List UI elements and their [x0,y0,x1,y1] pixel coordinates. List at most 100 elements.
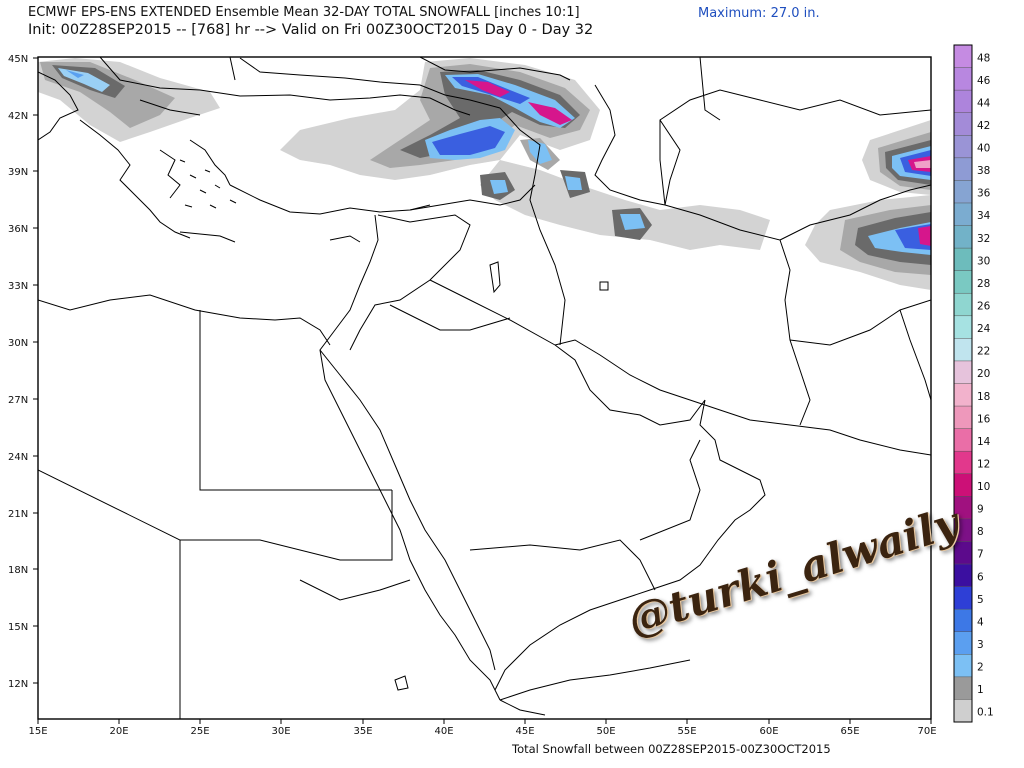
colorbar-swatch [954,67,972,91]
colorbar-swatch [954,496,972,520]
colorbar-swatch [954,473,972,497]
colorbar-label: 16 [977,413,991,425]
border-saudi-yemen [469,439,701,591]
colorbar-label: 9 [977,504,984,516]
lakes [394,261,609,691]
lat-axis: 45N 42N 39N 36N 33N 30N 27N 24N 21N 18N … [8,54,38,690]
coastline-gulf-iran [554,339,931,456]
lat-label: 18N [8,565,28,576]
snow-balkans-blue [58,68,110,92]
colorbar-swatch [954,90,972,113]
init-valid-line: Init: 00Z28SEP2015 -- [768] hr --> Valid… [28,22,594,38]
colorbar-swatch [954,451,972,475]
coastline-caspian [594,84,681,206]
colorbar-swatch [954,135,972,159]
colorbar-swatch [954,180,972,204]
border-afghanistan [779,184,931,346]
snow-hindukush-magenta [918,226,931,246]
border-egypt [38,310,392,719]
coastline-turkey [199,89,471,215]
border-balkans [99,57,236,116]
colorbar-swatch [954,586,972,610]
colorbar-swatch [954,202,972,226]
lon-label: 40E [434,726,453,737]
colorbar-label: 42 [977,120,990,132]
border-iran-west [499,107,566,346]
snow-iran-blue [565,176,582,190]
colorbar-swatch [954,293,972,317]
coastline-black-sea [239,57,571,109]
coastline-italy-greece [38,71,231,239]
snow-turkey-blue-patch [490,180,508,194]
colorbar-label: 36 [977,188,991,200]
aegean-islands [179,159,361,243]
coastline-levant [319,214,496,671]
colorbar-label: 24 [977,323,991,335]
lat-label: 33N [8,281,28,292]
maximum-value: Maximum: 27.0 in. [698,6,820,21]
lat-label: 45N [8,54,28,65]
colorbar-label: 26 [977,300,991,312]
border-levant-iraq [349,214,556,351]
colorbar-label: 18 [977,391,990,403]
snow-pamir-pink [914,160,931,168]
colorbar-swatch [954,45,972,68]
lon-label: 60E [759,726,778,737]
lat-label: 30N [8,338,28,349]
colorbar-label: 12 [977,458,990,470]
colorbar-label: 32 [977,233,990,245]
colorbar-swatch [954,518,972,542]
border-iran-east [664,204,811,426]
lat-label: 36N [8,224,28,235]
colorbar-label: 6 [977,571,984,583]
coastline-red-sea-west [319,349,501,701]
colorbar-swatch [954,112,972,136]
colorbar: 4846444240383634323028262422201816141210… [953,44,994,723]
lon-label: 50E [596,726,615,737]
lon-axis: 15E 20E 25E 30E 35E 40E 45E 50E 55E 60E … [28,719,937,737]
colorbar-label: 46 [977,75,991,87]
colorbar-swatch [954,699,972,723]
lat-label: 12N [8,679,28,690]
coastline-arabia-east [494,344,766,691]
colorbar-label: 10 [977,481,990,493]
lon-label: 35E [353,726,372,737]
colorbar-swatch [954,157,972,181]
lat-label: 21N [8,509,28,520]
colorbar-label: 44 [977,97,991,109]
colorbar-label: 22 [977,346,990,358]
snow-balkans-blue2 [66,70,84,78]
colorbar-label: 48 [977,52,990,64]
snow-zagros-blue [528,140,552,164]
lat-label: 24N [8,452,28,463]
colorbar-label: 14 [977,436,991,448]
lat-label: 15N [8,622,28,633]
colorbar-label: 28 [977,278,990,290]
map-frame [37,56,932,720]
colorbar-label: 5 [977,594,984,606]
border-turkey-south [409,184,536,211]
lat-label: 27N [8,395,28,406]
colorbar-swatch [954,654,972,678]
snow-caucasus-magenta2 [528,102,572,125]
colorbar-label: 0.1 [977,707,994,719]
lon-label: 20E [109,726,128,737]
lon-label: 45E [515,726,534,737]
colorbar-label: 40 [977,143,990,155]
colorbar-swatch [954,270,972,294]
colorbar-label: 8 [977,526,984,538]
colorbar-swatch [954,360,972,384]
colorbar-label: 1 [977,684,984,696]
lat-ticks [33,57,38,684]
colorbar-label: 34 [977,210,991,222]
border-sudan [180,490,411,601]
lat-label: 39N [8,167,28,178]
lon-label: 15E [28,726,47,737]
colorbar-label: 38 [977,165,990,177]
snow-caucasus-magenta [465,80,510,97]
lon-label: 25E [190,726,209,737]
lon-label: 55E [677,726,696,737]
coastline-egypt-libya [38,294,331,346]
colorbar-frame [953,44,973,723]
colorbar-swatch [954,315,972,339]
